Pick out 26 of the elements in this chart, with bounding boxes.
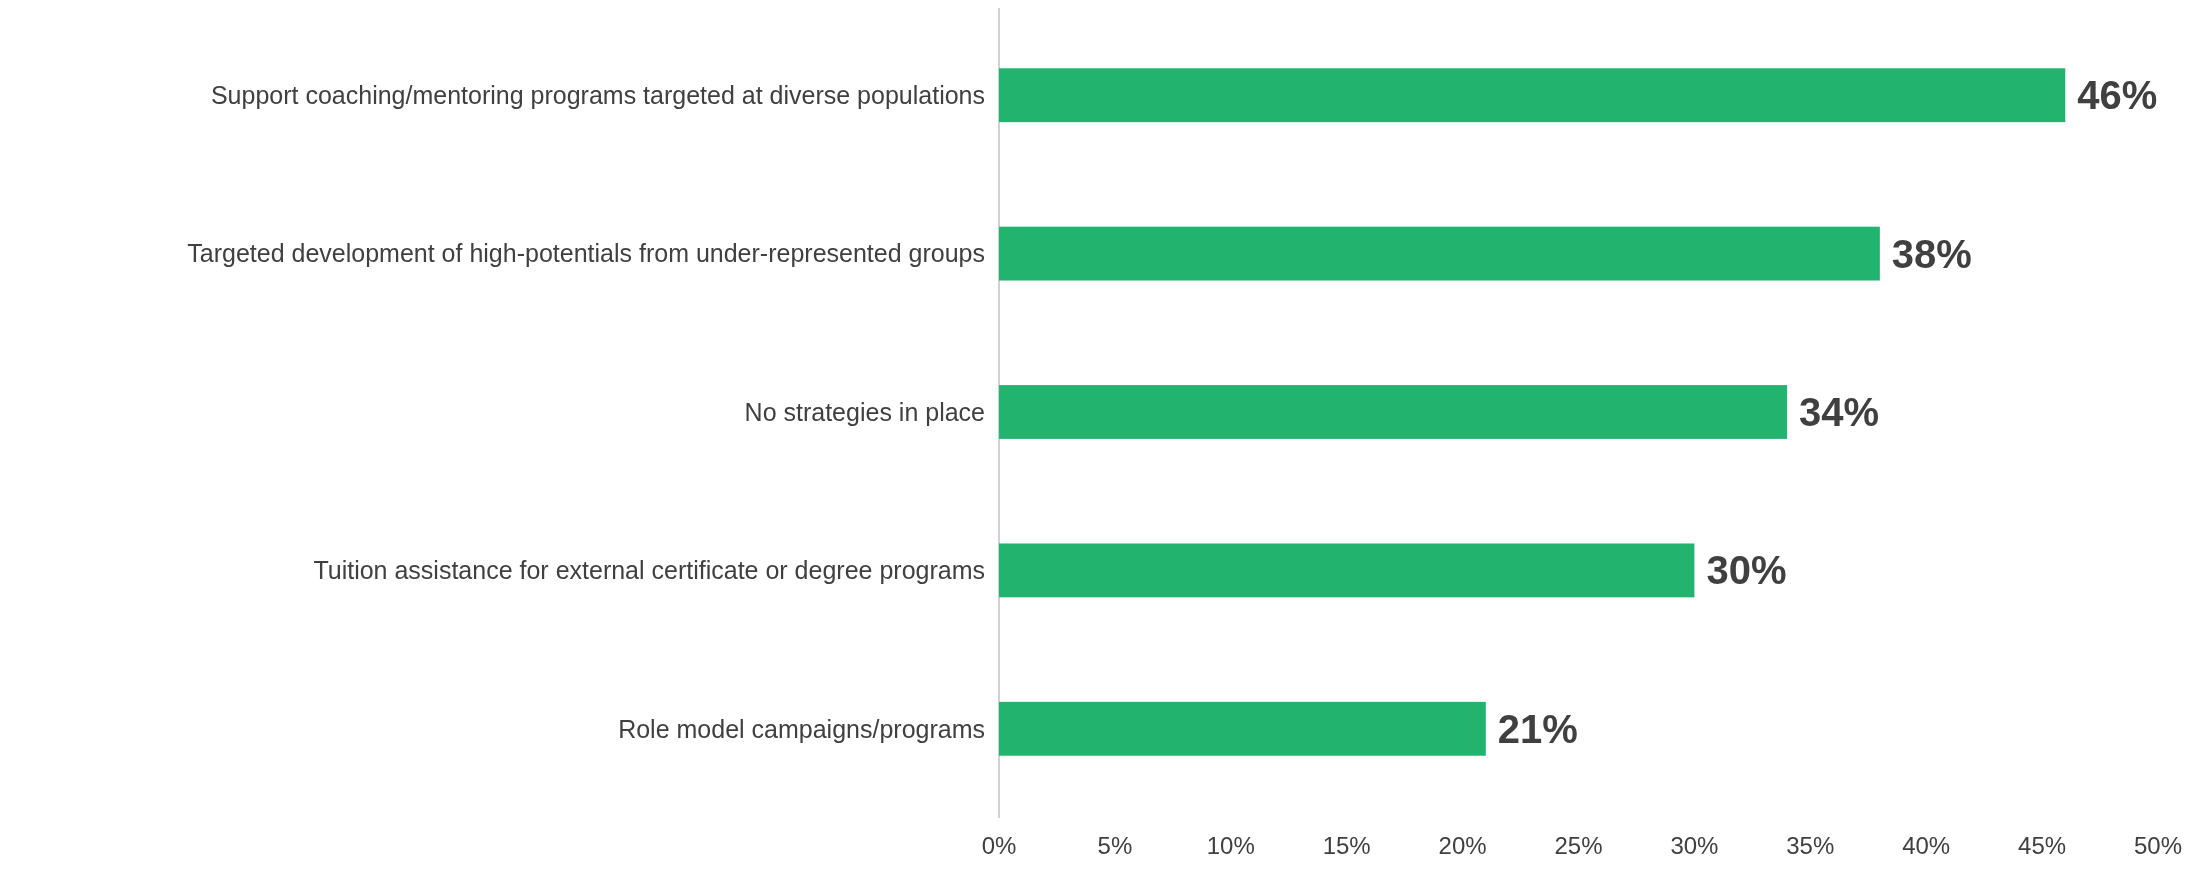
x-tick-label: 35% [1786,832,1835,859]
x-tick-label: 10% [1206,832,1255,859]
data-label: 46% [2077,73,2158,118]
y-tick-label: Role model campaigns/programs [618,714,985,743]
data-label: 21% [1497,706,1578,751]
x-tick-label: 0% [981,832,1017,859]
x-tick-label: 40% [1902,832,1951,859]
data-label: 30% [1706,548,1787,593]
x-tick-label: 45% [2018,832,2067,859]
x-tick-label: 15% [1322,832,1371,859]
bar [999,385,1788,439]
bar [999,226,1880,281]
x-tick-label: 20% [1438,832,1487,859]
x-tick-label: 50% [2133,832,2183,859]
bar [999,701,1486,756]
x-tick-label: 25% [1554,832,1603,859]
bar [999,68,2066,123]
y-tick-label: Tuition assistance for external certificate or degree programs [313,556,985,585]
bar [999,543,1695,598]
y-tick-label: No strategies in place [744,397,985,426]
y-tick-label: Support coaching/mentoring programs targeted at diverse populations [210,80,985,109]
data-label: 38% [1891,231,1972,276]
y-tick-label: Targeted development of high-potentials from under-represented groups [187,239,985,268]
x-tick-label: 5% [1097,832,1133,859]
data-label: 34% [1799,390,1880,434]
x-tick-label: 30% [1670,832,1719,859]
